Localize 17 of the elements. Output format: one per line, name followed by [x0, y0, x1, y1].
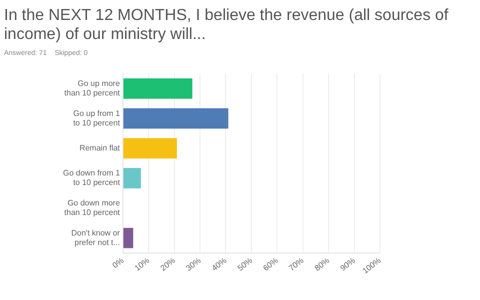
y-tick-label: Go down from 1 to 10 percent	[62, 168, 121, 188]
x-tick-label: 0%	[110, 256, 126, 270]
y-tick-label: Go up from 1 to 10 percent	[73, 108, 121, 128]
x-tick-label: 10%	[132, 256, 152, 273]
x-tick-label: 50%	[236, 256, 254, 273]
x-tick-label: 70%	[287, 256, 306, 273]
x-tick-label: 90%	[338, 256, 357, 273]
y-tick-label: Remain flat	[79, 144, 121, 153]
chart-title: In the NEXT 12 MONTHS, I believe the revenue (all sources of income) of our ministry will...	[3, 6, 450, 44]
x-tick-label: 80%	[312, 256, 332, 273]
x-tick-label: 60%	[262, 256, 280, 273]
y-tick-label: Don't know or prefer not t...	[71, 228, 120, 248]
y-tick-label: Go down more than 10 percent	[64, 198, 121, 218]
x-tick-label: 40%	[210, 256, 228, 273]
x-tick-label: 30%	[184, 256, 203, 273]
y-tick-label: Go up more than 10 percent	[64, 78, 121, 98]
x-tick-label: 20%	[158, 256, 177, 273]
